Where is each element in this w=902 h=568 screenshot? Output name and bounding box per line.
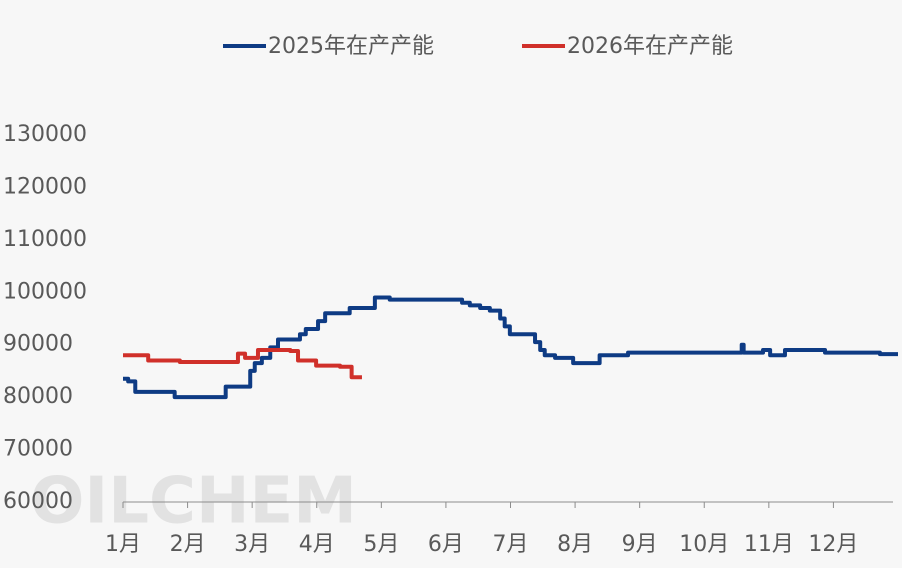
x-tick-label: 5月 [363, 532, 399, 557]
x-tick-label: 6月 [428, 532, 464, 557]
x-tick-label: 12月 [808, 532, 858, 557]
x-tick-label: 9月 [622, 532, 658, 557]
legend-label: 2025年在产产能 [268, 34, 434, 59]
x-tick-label: 8月 [557, 532, 593, 557]
x-tick-label: 11月 [744, 532, 794, 557]
y-tick-label: 110000 [3, 227, 87, 252]
x-tick-label: 3月 [234, 532, 270, 557]
x-tick-label: 1月 [105, 532, 141, 557]
y-tick-label: 60000 [3, 489, 73, 514]
series-line [123, 347, 362, 380]
x-tick-label: 10月 [679, 532, 729, 557]
y-tick-label: 70000 [3, 437, 73, 462]
x-tick-label: 2月 [170, 532, 206, 557]
y-tick-label: 90000 [3, 332, 73, 357]
y-tick-label: 130000 [3, 122, 87, 147]
x-tick-label: 7月 [493, 532, 529, 557]
y-tick-label: 80000 [3, 384, 73, 409]
y-tick-label: 120000 [3, 174, 87, 199]
legend-label: 2026年在产产能 [567, 34, 733, 59]
x-tick-label: 4月 [299, 532, 335, 557]
y-tick-label: 100000 [3, 279, 87, 304]
series-line [123, 295, 898, 400]
